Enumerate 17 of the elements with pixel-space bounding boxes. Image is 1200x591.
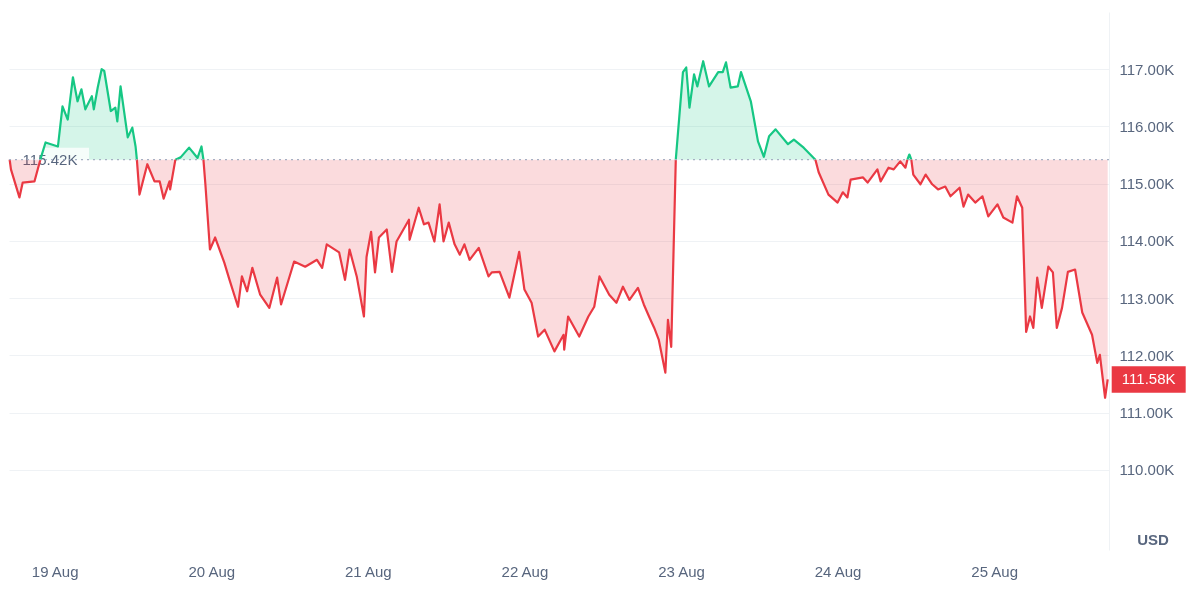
y-tick-label: 113.00K [1119,289,1175,307]
x-tick-label: 19 Aug [31,562,79,580]
y-tick-label: 114.00K [1119,232,1175,250]
y-tick-label: 112.00K [1119,346,1175,364]
y-tick-label: 117.00K [1119,60,1175,78]
x-tick-label: 21 Aug [344,562,392,580]
x-tick-label: 23 Aug [658,562,705,580]
y-axis-title: USD [1137,531,1169,548]
annotation: 111.58K [1121,370,1176,388]
x-tick-label: 22 Aug [501,562,549,580]
y-tick-label: 111.00K [1119,404,1174,422]
x-tick-label: 25 Aug [971,562,1019,580]
y-tick-label: 110.00K [1119,461,1175,479]
y-tick-label: 116.00K [1119,117,1175,135]
y-tick-label: 115.00K [1119,175,1175,193]
x-tick-label: 24 Aug [814,562,862,580]
x-tick-label: 20 Aug [188,562,236,580]
